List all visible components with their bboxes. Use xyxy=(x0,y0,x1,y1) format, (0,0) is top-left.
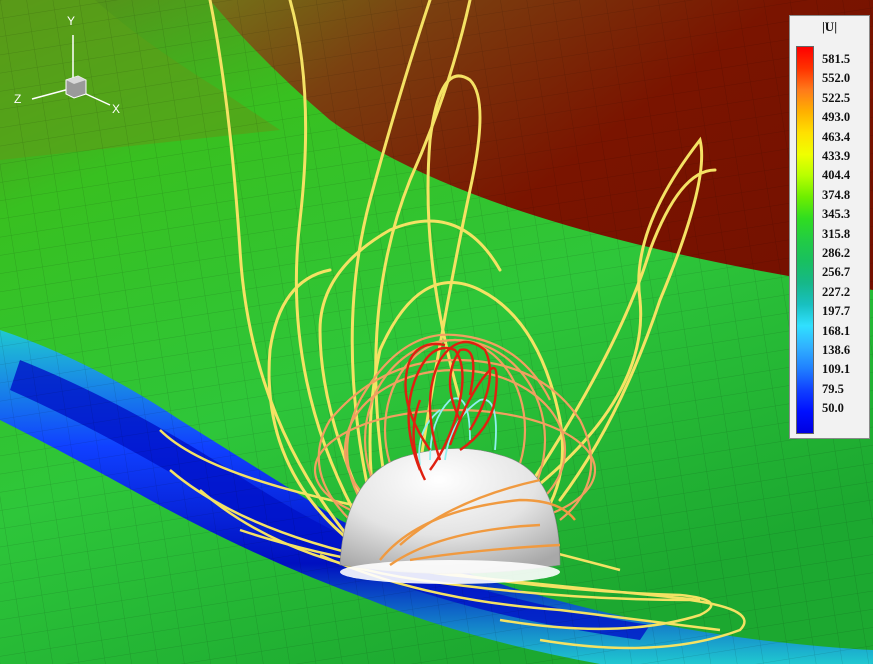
legend-tick-label: 433.9 xyxy=(822,149,851,163)
surface-field-lines xyxy=(379,478,576,566)
legend-color-bar xyxy=(796,46,814,434)
legend-tick-label: 286.2 xyxy=(822,246,851,260)
axis-x-label: X xyxy=(112,102,121,116)
legend-tick-label: 227.2 xyxy=(822,284,851,299)
legend-title: |U| xyxy=(821,19,838,34)
legend-tick-label: 463.4 xyxy=(822,129,851,144)
axis-z-label: Z xyxy=(14,92,22,106)
red-field-lines xyxy=(404,340,498,481)
legend-tick-label: 493.0 xyxy=(822,110,851,125)
legend-tick-label: 315.8 xyxy=(822,226,851,241)
axis-y-label: Y xyxy=(67,14,76,28)
legend-tick-label: 256.7 xyxy=(822,265,851,280)
legend-tick-label: 50.0 xyxy=(822,401,844,416)
legend-tick-label: 109.1 xyxy=(822,362,851,377)
axis-triad xyxy=(31,35,111,106)
color-legend: |U| 581.5 552.0 522.5 493.0 463.4 433.9 404.4 3… xyxy=(789,15,870,439)
outer-field-lines xyxy=(208,0,717,547)
legend-tick-label: 79.5 xyxy=(822,381,844,396)
legend-tick-label: 404.4 xyxy=(822,168,851,183)
sphere-shadow xyxy=(340,560,560,584)
legend-tick-label: 552.0 xyxy=(822,71,851,86)
cyan-field-lines xyxy=(418,397,497,466)
legend-tick-label: 168.1 xyxy=(822,323,851,338)
legend-tick-label: 197.7 xyxy=(822,304,851,319)
legend-tick-label: 581.5 xyxy=(822,52,851,66)
legend-tick-label: 138.6 xyxy=(822,343,851,357)
legend-tick-label: 345.3 xyxy=(822,207,851,222)
legend-tick-label: 522.5 xyxy=(822,90,851,105)
legend-tick-label: 374.8 xyxy=(822,187,851,202)
